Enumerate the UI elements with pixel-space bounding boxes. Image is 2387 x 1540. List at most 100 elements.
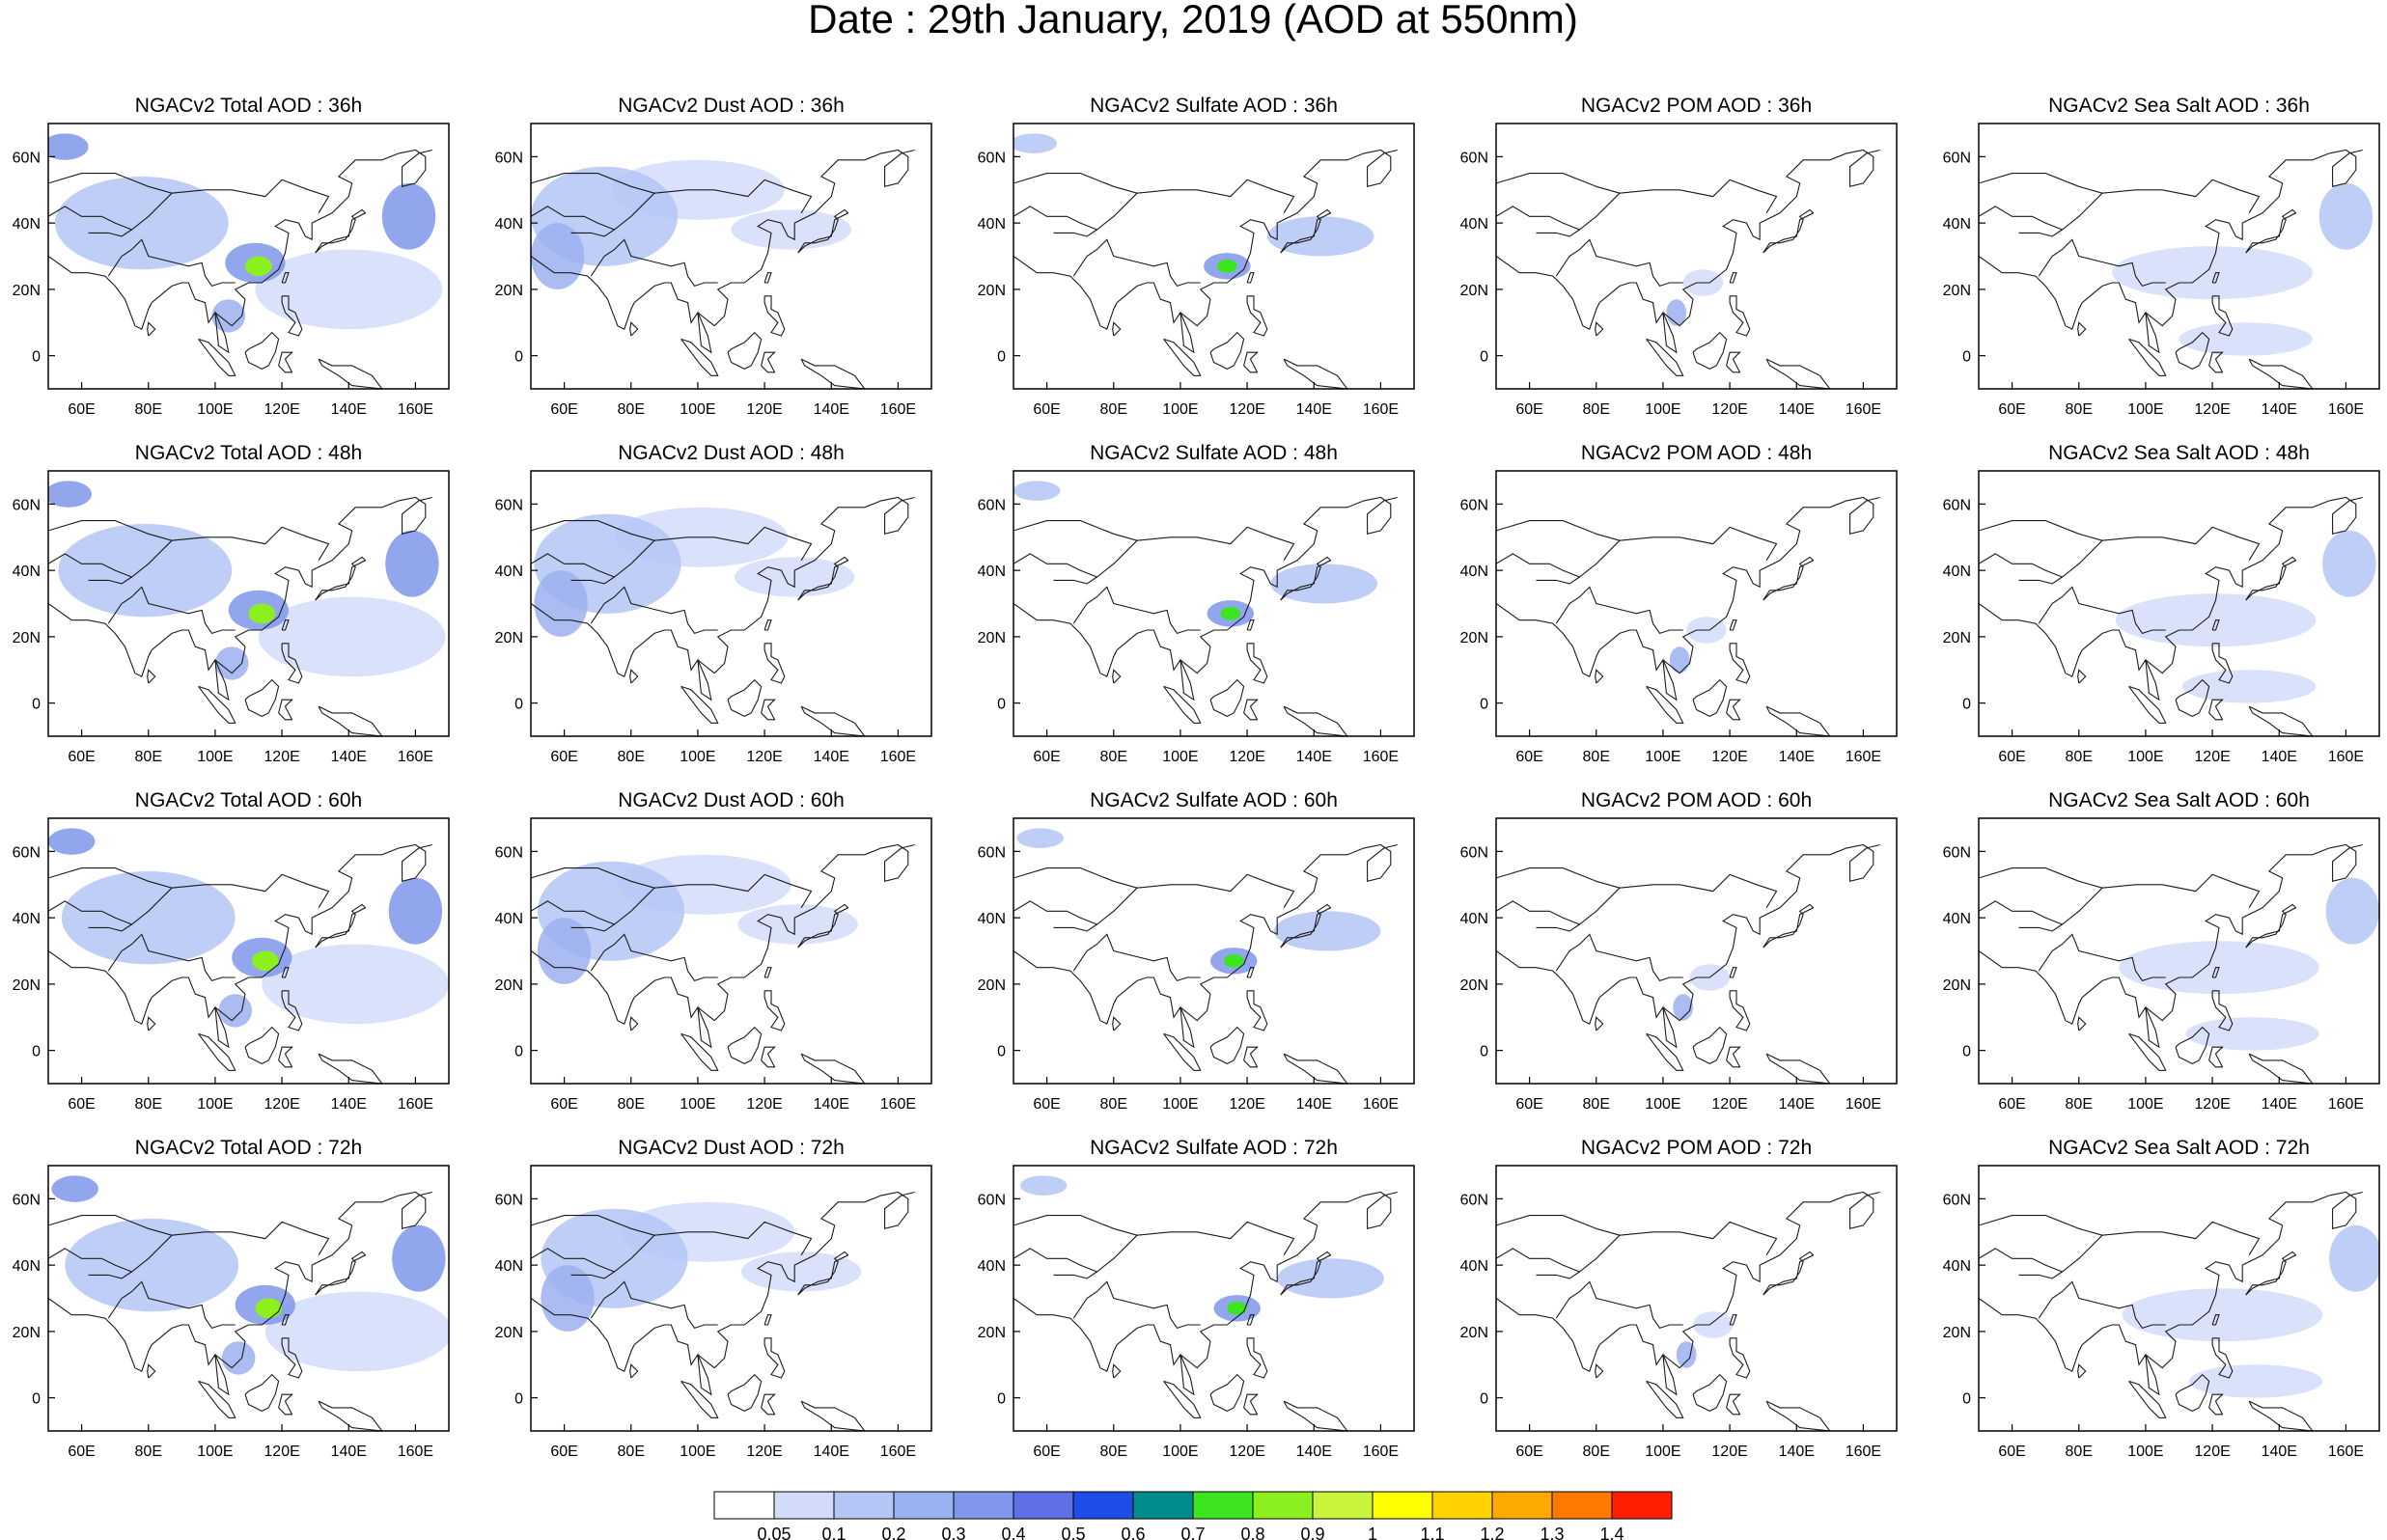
lat-tick-label: 60N bbox=[13, 1192, 41, 1208]
lat-tick-label: 20N bbox=[1460, 283, 1488, 299]
coastline bbox=[1646, 1380, 1684, 1418]
lat-tick-label: 20N bbox=[1943, 1325, 1971, 1341]
coastline bbox=[1163, 685, 1202, 724]
coastline bbox=[1555, 933, 1683, 982]
coastline bbox=[2077, 669, 2087, 684]
colorbar-swatch bbox=[953, 1491, 1014, 1520]
coastline bbox=[2248, 358, 2314, 389]
lat-tick-label: 60N bbox=[1460, 497, 1488, 513]
panel-title: NGACv2 Sulfate AOD : 48h bbox=[1090, 442, 1338, 464]
map-panel-pom-3: NGACv2 POM AOD : 72h 60E 80E 100E 120E 140E 16… bbox=[1460, 1137, 1898, 1460]
coastline bbox=[1112, 669, 1122, 684]
lon-tick-label: 120E bbox=[746, 1096, 782, 1113]
lon-tick-label: 160E bbox=[398, 1444, 433, 1460]
coastline bbox=[1729, 272, 1737, 284]
coastline bbox=[763, 619, 772, 631]
lon-tick-label: 140E bbox=[1779, 401, 1815, 418]
panel-title: NGACv2 Sea Salt AOD : 60h bbox=[2048, 789, 2310, 811]
coastline bbox=[278, 1393, 293, 1416]
coastline bbox=[107, 1280, 236, 1330]
coastline bbox=[2128, 338, 2167, 376]
lon-tick-label: 100E bbox=[1645, 1444, 1680, 1460]
colorbar-label: 0.2 bbox=[881, 1525, 905, 1540]
lon-tick-label: 80E bbox=[1583, 1096, 1610, 1113]
coastline bbox=[1283, 1053, 1348, 1084]
lon-tick-label: 80E bbox=[618, 1444, 645, 1460]
coastline bbox=[1209, 1373, 1245, 1413]
aod-shading bbox=[61, 871, 236, 965]
coastline bbox=[48, 1215, 173, 1236]
lat-tick-label: 0 bbox=[1962, 1044, 1971, 1060]
coastline bbox=[2038, 933, 2166, 982]
coastline bbox=[281, 295, 303, 337]
lon-tick-label: 100E bbox=[680, 1444, 715, 1460]
coastline bbox=[1496, 1191, 1880, 1396]
panel-title: NGACv2 Sea Salt AOD : 72h bbox=[2048, 1137, 2310, 1159]
lat-tick-label: 0 bbox=[1480, 1391, 1488, 1408]
coastline bbox=[1280, 903, 1332, 949]
lon-tick-label: 160E bbox=[2328, 1444, 2364, 1460]
coastline bbox=[2245, 1251, 2297, 1296]
lon-tick-label: 100E bbox=[1162, 1444, 1198, 1460]
coastline bbox=[1280, 208, 1332, 254]
coastline bbox=[1246, 272, 1255, 284]
coastline bbox=[1496, 520, 1621, 541]
coastline bbox=[531, 1215, 655, 1236]
lon-tick-label: 120E bbox=[2194, 1096, 2230, 1113]
lat-tick-label: 0 bbox=[997, 1044, 1006, 1060]
coastline bbox=[88, 1221, 330, 1279]
map-panel-pom-0: NGACv2 POM AOD : 36h 60E 80E 100E 120E 140E 16… bbox=[1460, 95, 1898, 418]
coastline bbox=[531, 173, 655, 194]
coastline bbox=[763, 295, 786, 337]
lon-tick-label: 160E bbox=[1846, 401, 1881, 418]
coastline bbox=[2211, 619, 2220, 631]
aod-shading bbox=[731, 209, 851, 250]
coastline bbox=[1729, 967, 1737, 978]
coastline bbox=[278, 351, 293, 373]
coastline bbox=[800, 705, 866, 736]
coastline bbox=[531, 867, 655, 889]
coastline bbox=[531, 206, 615, 231]
aod-shading bbox=[214, 646, 249, 680]
coastline bbox=[1979, 1191, 2363, 1396]
lon-tick-label: 120E bbox=[1229, 1444, 1264, 1460]
coastline bbox=[1072, 586, 1201, 635]
coastline bbox=[1243, 1046, 1259, 1068]
coastline bbox=[147, 321, 156, 337]
lat-tick-label: 60N bbox=[13, 150, 41, 166]
colorbar-label: 1.1 bbox=[1420, 1525, 1444, 1540]
lat-tick-label: 20N bbox=[495, 1325, 523, 1341]
coastline bbox=[1762, 208, 1815, 254]
coastline bbox=[763, 1337, 786, 1379]
coastline bbox=[763, 990, 786, 1031]
lon-tick-label: 60E bbox=[1515, 1444, 1542, 1460]
map-frame bbox=[1013, 1165, 1415, 1432]
lon-tick-label: 140E bbox=[1296, 1444, 1332, 1460]
lon-tick-label: 160E bbox=[398, 1096, 433, 1113]
coastline bbox=[1283, 358, 1348, 389]
aod-shading bbox=[388, 877, 443, 945]
aod-shading bbox=[1220, 606, 1241, 620]
lon-tick-label: 140E bbox=[814, 1444, 849, 1460]
lon-tick-label: 100E bbox=[1162, 1096, 1198, 1113]
coastline bbox=[1283, 705, 1348, 736]
lat-tick-label: 40N bbox=[1460, 911, 1488, 927]
colorbar-label: 0.3 bbox=[941, 1525, 965, 1540]
lon-tick-label: 140E bbox=[2262, 1096, 2297, 1113]
aod-shading bbox=[1277, 1258, 1384, 1299]
coastline bbox=[2077, 1016, 2087, 1031]
lat-tick-label: 20N bbox=[495, 630, 523, 646]
lat-tick-label: 0 bbox=[32, 349, 41, 366]
coastline bbox=[629, 1016, 639, 1031]
map-panel-total-0: NGACv2 Total AOD : 36h 60E 80E 100E 120E 140E… bbox=[13, 95, 450, 418]
coastline bbox=[1072, 1280, 1201, 1330]
lon-tick-label: 160E bbox=[880, 749, 916, 765]
coastline bbox=[2211, 643, 2234, 684]
lon-tick-label: 140E bbox=[331, 749, 367, 765]
lat-tick-label: 0 bbox=[1480, 349, 1488, 366]
coastline bbox=[1496, 1248, 1580, 1273]
lon-tick-label: 80E bbox=[1100, 401, 1127, 418]
coastline bbox=[2038, 238, 2166, 288]
aod-shading bbox=[48, 133, 89, 160]
figure-title: Date : 29th January, 2019 (AOD at 550nm) bbox=[808, 0, 1578, 41]
